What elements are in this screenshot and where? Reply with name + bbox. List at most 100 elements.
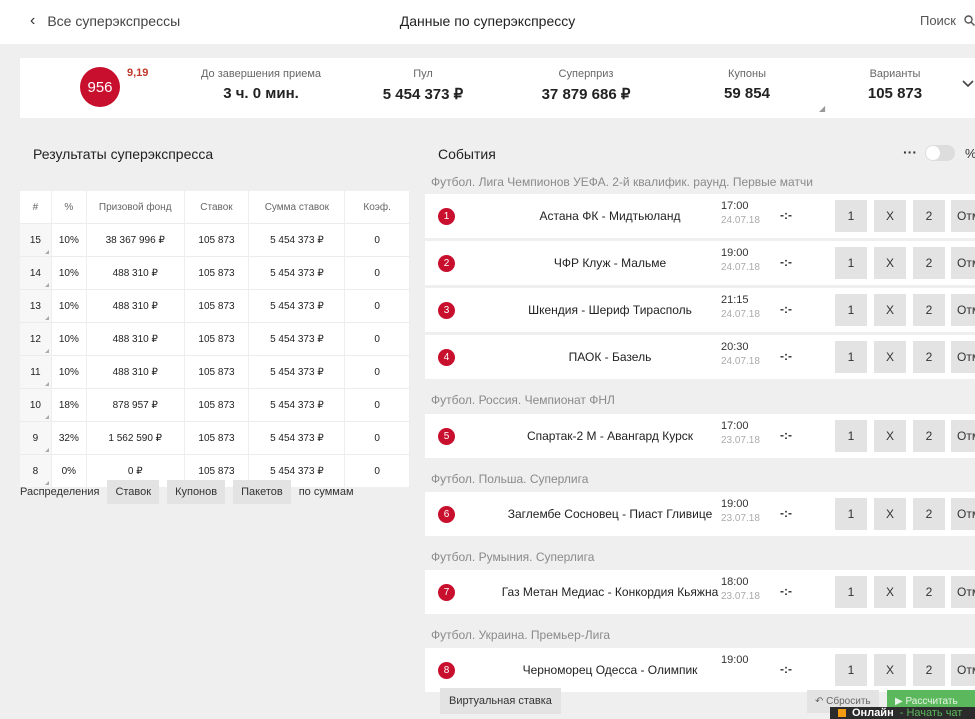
- event-row: 1 Астана ФК - Мидтьюланд 17:00 24.07.18 …: [425, 194, 975, 238]
- distribution-coupons-button[interactable]: Купонов: [167, 480, 226, 504]
- outcome-x-button[interactable]: X: [874, 294, 906, 326]
- cell-place: 12: [20, 322, 52, 356]
- outcome-2-button[interactable]: 2: [913, 294, 945, 326]
- distribution-packets-button[interactable]: Пакетов: [233, 480, 291, 504]
- outcome-1-button[interactable]: 1: [835, 654, 867, 686]
- event-number: 2: [438, 255, 455, 272]
- outcome-cancel-button[interactable]: Отм: [951, 200, 975, 232]
- outcome-1-button[interactable]: 1: [835, 247, 867, 279]
- back-link[interactable]: ‹ Все суперэкспрессы: [30, 12, 180, 30]
- cell-coef: 0: [344, 322, 410, 356]
- outcome-cancel-button[interactable]: Отм: [951, 576, 975, 608]
- outcome-x-button[interactable]: X: [874, 576, 906, 608]
- event-number: 8: [438, 662, 455, 679]
- outcome-x-button[interactable]: X: [874, 200, 906, 232]
- table-row: 9 32% 1 562 590 ₽ 105 873 5 454 373 ₽ 0: [20, 421, 410, 455]
- outcome-2-button[interactable]: 2: [913, 654, 945, 686]
- outcome-cancel-button[interactable]: Отм: [951, 247, 975, 279]
- event-row: 8 Черноморец Одесса - Олимпик 19:00 -:- …: [425, 648, 975, 692]
- cell-percent: 10%: [51, 223, 87, 257]
- outcome-x-button[interactable]: X: [874, 420, 906, 452]
- outcome-1-button[interactable]: 1: [835, 341, 867, 373]
- cell-text: 8: [32, 465, 39, 477]
- cell-sum: 5 454 373 ₽: [248, 256, 346, 290]
- cell-sum: 5 454 373 ₽: [248, 388, 346, 422]
- outcome-1-button[interactable]: 1: [835, 200, 867, 232]
- outcome-x-button[interactable]: X: [874, 341, 906, 373]
- outcome-1-button[interactable]: 1: [835, 420, 867, 452]
- expand-chevron-down-icon[interactable]: [961, 76, 975, 92]
- cell-text: 14: [29, 267, 41, 279]
- event-teams: Газ Метан Медиас - Конкордия Кьяжна: [501, 584, 719, 599]
- event-teams: Черноморец Одесса - Олимпик: [522, 662, 698, 677]
- corner-icon: [44, 481, 49, 485]
- results-panel: Результаты суперэкспресса # % Призовой ф…: [0, 128, 420, 719]
- corner-icon: [44, 415, 49, 419]
- search-button[interactable]: Поиск: [920, 13, 975, 28]
- stat-variants: Варианты 105 873: [845, 68, 945, 102]
- outcome-cancel-button[interactable]: Отм: [951, 498, 975, 530]
- outcome-2-button[interactable]: 2: [913, 576, 945, 608]
- outcome-x-button[interactable]: X: [874, 654, 906, 686]
- column-header: #: [20, 191, 52, 224]
- cell-bets: 105 873: [184, 322, 250, 356]
- corner-icon: [44, 283, 49, 287]
- event-score: -:-: [780, 302, 792, 316]
- outcome-cancel-button[interactable]: Отм: [951, 341, 975, 373]
- event-score: -:-: [780, 428, 792, 442]
- percent-label: %: [965, 146, 975, 161]
- event-time: 21:15: [721, 294, 749, 306]
- distribution-bar: Распределения Ставок Купонов Пакетов по …: [20, 480, 354, 504]
- outcome-1-button[interactable]: 1: [835, 498, 867, 530]
- cell-prize: 488 310 ₽: [86, 322, 185, 356]
- stat-superprize: Суперприз 37 879 686 ₽: [521, 68, 651, 103]
- corner-icon: [44, 448, 49, 452]
- cell-place: 11: [20, 355, 52, 389]
- toggle-knob: [926, 146, 940, 160]
- cell-sum: 5 454 373 ₽: [248, 289, 346, 323]
- cell-sum: 5 454 373 ₽: [248, 421, 346, 455]
- event-time: 17:00: [721, 200, 749, 212]
- outcome-cancel-button[interactable]: Отм: [951, 420, 975, 452]
- outcome-1-button[interactable]: 1: [835, 294, 867, 326]
- outcome-2-button[interactable]: 2: [913, 341, 945, 373]
- table-row: 10 18% 878 957 ₽ 105 873 5 454 373 ₽ 0: [20, 388, 410, 422]
- cell-bets: 105 873: [184, 421, 250, 455]
- outcome-cancel-button[interactable]: Отм: [951, 294, 975, 326]
- event-teams: Шкендия - Шериф Тирасполь: [528, 302, 692, 317]
- table-row: 15 10% 38 367 996 ₽ 105 873 5 454 373 ₽ …: [20, 223, 410, 257]
- outcome-2-button[interactable]: 2: [913, 247, 945, 279]
- outcome-2-button[interactable]: 2: [913, 498, 945, 530]
- cell-sum: 5 454 373 ₽: [248, 322, 346, 356]
- cell-percent: 10%: [51, 322, 87, 356]
- event-number: 5: [438, 428, 455, 445]
- event-number: 4: [438, 349, 455, 366]
- distribution-bets-button[interactable]: Ставок: [107, 480, 160, 504]
- more-dots-icon[interactable]: ···: [903, 144, 917, 160]
- event-time: 18:00: [721, 576, 749, 588]
- reset-label: Сбросить: [826, 696, 871, 707]
- chat-widget[interactable]: Онлайн - Начать чат: [830, 707, 975, 719]
- cell-coef: 0: [344, 454, 410, 487]
- event-date: 23.07.18: [721, 591, 760, 602]
- percent-toggle[interactable]: [925, 145, 955, 161]
- outcome-2-button[interactable]: 2: [913, 420, 945, 452]
- league-title: Футбол. Украина. Премьер-Лига: [431, 628, 611, 642]
- cell-place: 8: [20, 454, 52, 487]
- page-title: Данные по суперэкспрессу: [399, 13, 576, 29]
- event-number: 7: [438, 584, 455, 601]
- outcome-cancel-button[interactable]: Отм: [951, 654, 975, 686]
- event-row: 7 Газ Метан Медиас - Конкордия Кьяжна 18…: [425, 570, 975, 614]
- outcome-x-button[interactable]: X: [874, 498, 906, 530]
- cell-place: 10: [20, 388, 52, 422]
- chevron-left-icon: ‹: [30, 12, 36, 29]
- outcome-1-button[interactable]: 1: [835, 576, 867, 608]
- virtual-bet-button[interactable]: Виртуальная ставка: [440, 688, 561, 714]
- outcome-2-button[interactable]: 2: [913, 200, 945, 232]
- chat-status: Онлайн: [852, 707, 894, 719]
- stat-label: Суперприз: [558, 68, 614, 80]
- outcome-x-button[interactable]: X: [874, 247, 906, 279]
- cell-bets: 105 873: [184, 388, 250, 422]
- event-teams: Заглембе Сосновец - Пиаст Гливице: [507, 506, 713, 521]
- corner-icon: [44, 382, 49, 386]
